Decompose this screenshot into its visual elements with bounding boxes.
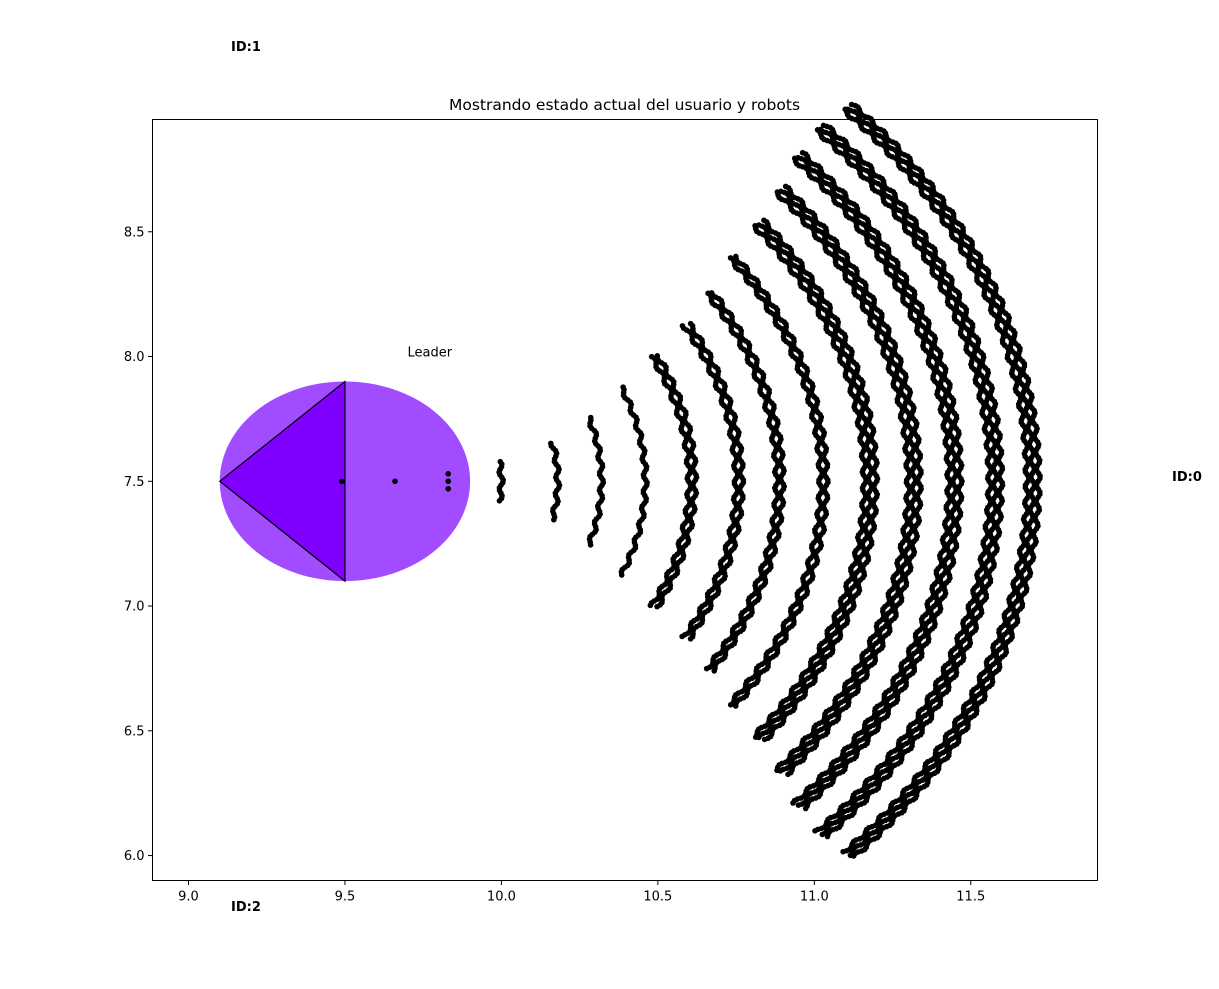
data-point bbox=[727, 255, 734, 261]
data-point bbox=[733, 253, 739, 260]
data-point bbox=[708, 290, 715, 296]
arc-series-5 bbox=[679, 320, 747, 642]
data-point bbox=[497, 458, 504, 465]
data-point bbox=[548, 440, 554, 447]
data-point bbox=[687, 320, 694, 327]
data-point bbox=[799, 149, 806, 156]
data-point bbox=[445, 485, 452, 492]
data-point bbox=[782, 183, 789, 190]
data-point bbox=[392, 478, 398, 485]
data-point bbox=[339, 478, 345, 485]
data-point bbox=[620, 384, 626, 390]
data-point bbox=[587, 414, 594, 421]
arc-series-8 bbox=[752, 217, 881, 743]
figure-label-id2: ID:2 bbox=[231, 900, 261, 915]
figure-label-id0: ID:0 bbox=[1172, 470, 1202, 485]
data-point bbox=[795, 154, 801, 161]
arc-series-2 bbox=[586, 414, 607, 548]
arc-series-7 bbox=[727, 253, 831, 709]
data-point bbox=[820, 122, 827, 129]
chart-title: Mostrando estado actual del usuario y ro… bbox=[449, 96, 800, 114]
arc-series-1 bbox=[548, 440, 563, 523]
plot-area: Leader bbox=[218, 101, 1043, 859]
arc-series-3 bbox=[618, 384, 650, 578]
data-point bbox=[679, 323, 686, 329]
arc-series-4 bbox=[647, 353, 700, 610]
data-point bbox=[648, 353, 655, 360]
data-point bbox=[756, 222, 762, 228]
data-point bbox=[654, 353, 661, 359]
arc-series-9 bbox=[774, 183, 924, 778]
figure-label-id1: ID:1 bbox=[231, 40, 261, 55]
data-point bbox=[445, 471, 452, 477]
data-point bbox=[778, 188, 784, 195]
arc-series-0 bbox=[496, 458, 506, 504]
data-point bbox=[445, 478, 452, 485]
data-point bbox=[761, 217, 767, 224]
arc-series-6 bbox=[703, 290, 788, 674]
leader-triangle bbox=[218, 380, 346, 583]
